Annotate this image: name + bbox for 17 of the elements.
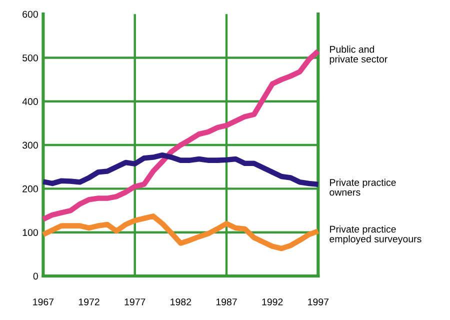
y-tick-label: 0 <box>33 272 38 280</box>
x-tick-label: 1972 <box>78 298 100 306</box>
y-tick-label: 100 <box>22 229 38 236</box>
series-label: Public and private sector <box>330 46 388 64</box>
x-tick-label: 1992 <box>262 298 283 306</box>
x-tick-label: 1987 <box>216 298 237 306</box>
x-tick-label: 1982 <box>170 298 191 306</box>
series-label: Private practice owners <box>330 178 396 196</box>
x-tick-label: 1977 <box>124 298 146 306</box>
y-tick-label: 400 <box>22 98 38 106</box>
y-tick-label: 500 <box>22 54 38 62</box>
x-tick-label: 1967 <box>33 298 54 306</box>
y-tick-label: 300 <box>22 142 38 149</box>
y-tick-label: 600 <box>22 10 38 18</box>
series-label: Private practice employed surveyours <box>330 225 422 244</box>
x-tick-label: 1997 <box>308 298 328 306</box>
y-tick-label: 200 <box>22 185 38 192</box>
